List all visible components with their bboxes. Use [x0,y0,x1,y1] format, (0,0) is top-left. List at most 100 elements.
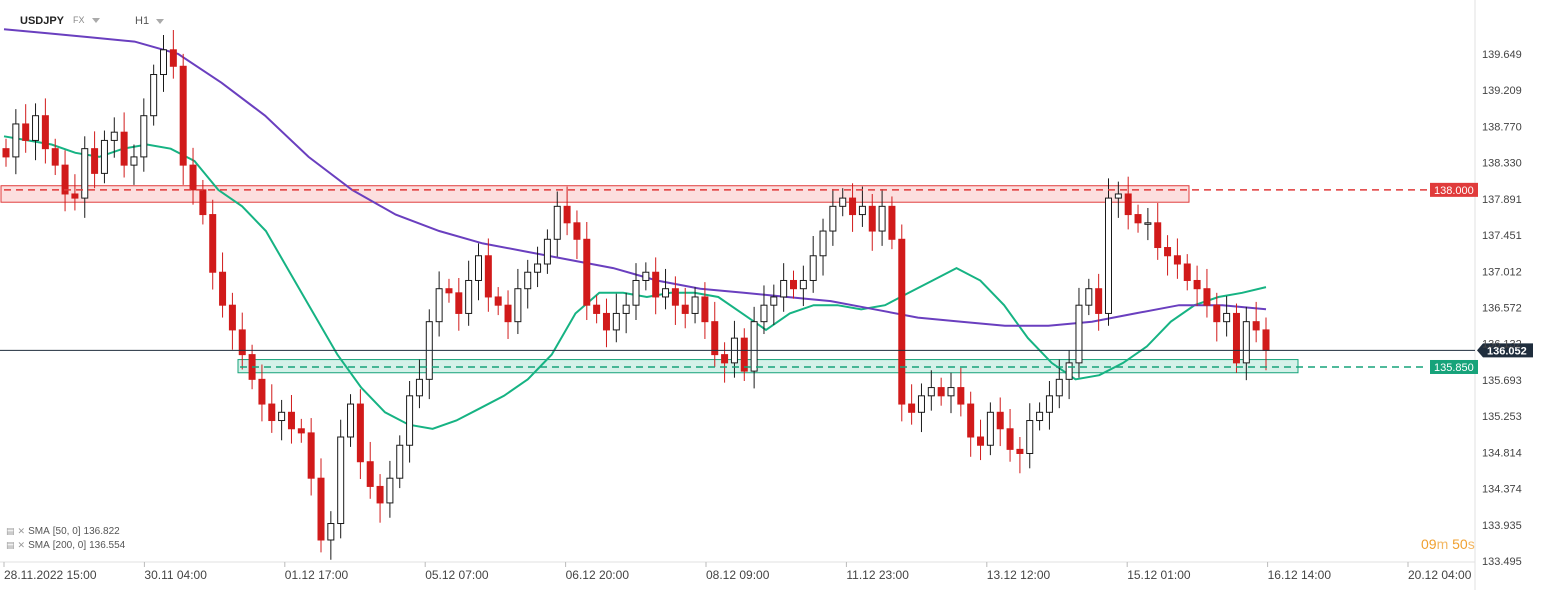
candle-body [347,403,355,438]
candle-body [1095,288,1103,314]
candle-body [307,432,315,479]
candle-body [583,238,591,306]
candle-body [849,197,857,216]
candle-body [504,304,512,323]
candle-body [534,263,542,273]
candle-body [435,288,443,323]
candle-body [1183,263,1191,281]
legend-sma200[interactable]: ▤ ✕ SMA [200, 0] 136.554 [6,540,126,551]
candle-body [209,214,217,273]
candle-body [662,288,670,298]
y-tick-label: 133.935 [1482,520,1522,532]
close-icon[interactable]: ✕ [17,526,26,536]
candle-body [671,288,679,306]
x-tick-label: 30.11 04:00 [144,568,207,582]
candle-body [1164,247,1172,257]
candle-body [593,304,601,314]
candle-body [475,255,482,281]
candle-body [100,139,108,174]
candle-body [81,148,89,199]
candle-body [1173,255,1181,265]
candle-body [415,378,423,397]
candle-body [1055,378,1063,397]
candle-body [996,411,1004,430]
candle-body [652,271,660,298]
candle-body [317,477,325,541]
candle-body [366,461,374,487]
candle-body [967,403,975,438]
candle-body [1016,448,1024,454]
candle-body [41,115,49,150]
candle-body [563,205,571,224]
candle-body [1203,288,1211,306]
candle-body [71,193,79,199]
candle-body [1045,395,1053,413]
candle-body [553,205,561,240]
y-tick-label: 136.572 [1482,303,1522,315]
x-tick-label: 15.12 01:00 [1127,568,1191,582]
candle-body [888,205,896,240]
candle-body [514,288,522,323]
x-tick-label: 11.12 23:00 [846,568,909,582]
current-price-label-bg [1477,343,1533,358]
y-tick-label: 137.451 [1482,230,1522,242]
candle-body [189,164,197,191]
y-tick-label: 137.012 [1482,266,1522,278]
candle-body [1105,197,1112,314]
candle-body [455,292,463,314]
y-tick-label: 137.891 [1482,194,1522,206]
candle-body [179,65,187,166]
candle-body [602,312,610,331]
candle-body [740,337,748,372]
chevron-down-icon [91,17,100,23]
menu-icon[interactable]: ▤ [6,540,15,550]
candle-body [169,49,177,67]
candle-body [130,156,138,166]
candle-body [22,123,30,141]
candle-body [1193,279,1201,290]
candle-body [268,403,276,422]
candle-body [681,304,689,314]
x-tick-label: 28.11.2022 15:00 [4,568,97,582]
candle-body [750,321,758,372]
candle-body [160,49,167,76]
candle-body [258,378,266,405]
candle-body [947,387,955,397]
y-tick-label: 134.814 [1482,447,1522,459]
candle-body [140,115,148,158]
current-price-label: 136.052 [1487,345,1527,357]
candle-body [1075,304,1083,364]
y-tick-label: 139.209 [1482,85,1522,97]
resistance-zone [0,185,1190,203]
candle-body [1085,288,1093,306]
candle-body [1242,321,1250,364]
symbol-name[interactable]: USDJPY [20,15,65,27]
close-icon[interactable]: ✕ [17,540,26,550]
candle-body [12,123,20,158]
candle-body [573,222,581,240]
y-tick-label: 139.649 [1482,49,1522,61]
y-tick-label: 134.374 [1482,484,1522,496]
candle-body [937,387,945,397]
candle-body [642,271,650,281]
menu-icon[interactable]: ▤ [6,526,15,536]
candle-body [1026,420,1034,454]
y-tick-label: 136.132 [1482,339,1522,351]
candle-body [809,255,817,281]
timeframe-selector[interactable]: H1 [135,15,165,27]
candle-body [1213,304,1221,323]
market-selector[interactable]: FX [73,15,100,25]
candle-body [721,354,729,364]
candle-body [238,329,246,356]
candle-body [632,279,640,306]
candle-body [799,279,807,290]
x-tick-label: 13.12 12:00 [987,568,1051,582]
candle-body [2,148,10,158]
candle-body [977,436,985,446]
y-tick-label: 135.253 [1482,411,1522,423]
candle-body [120,131,128,166]
candle-body [376,485,384,504]
candle-body [386,477,394,504]
legend-sma50[interactable]: ▤ ✕ SMA [50, 0] 136.822 [6,526,120,537]
